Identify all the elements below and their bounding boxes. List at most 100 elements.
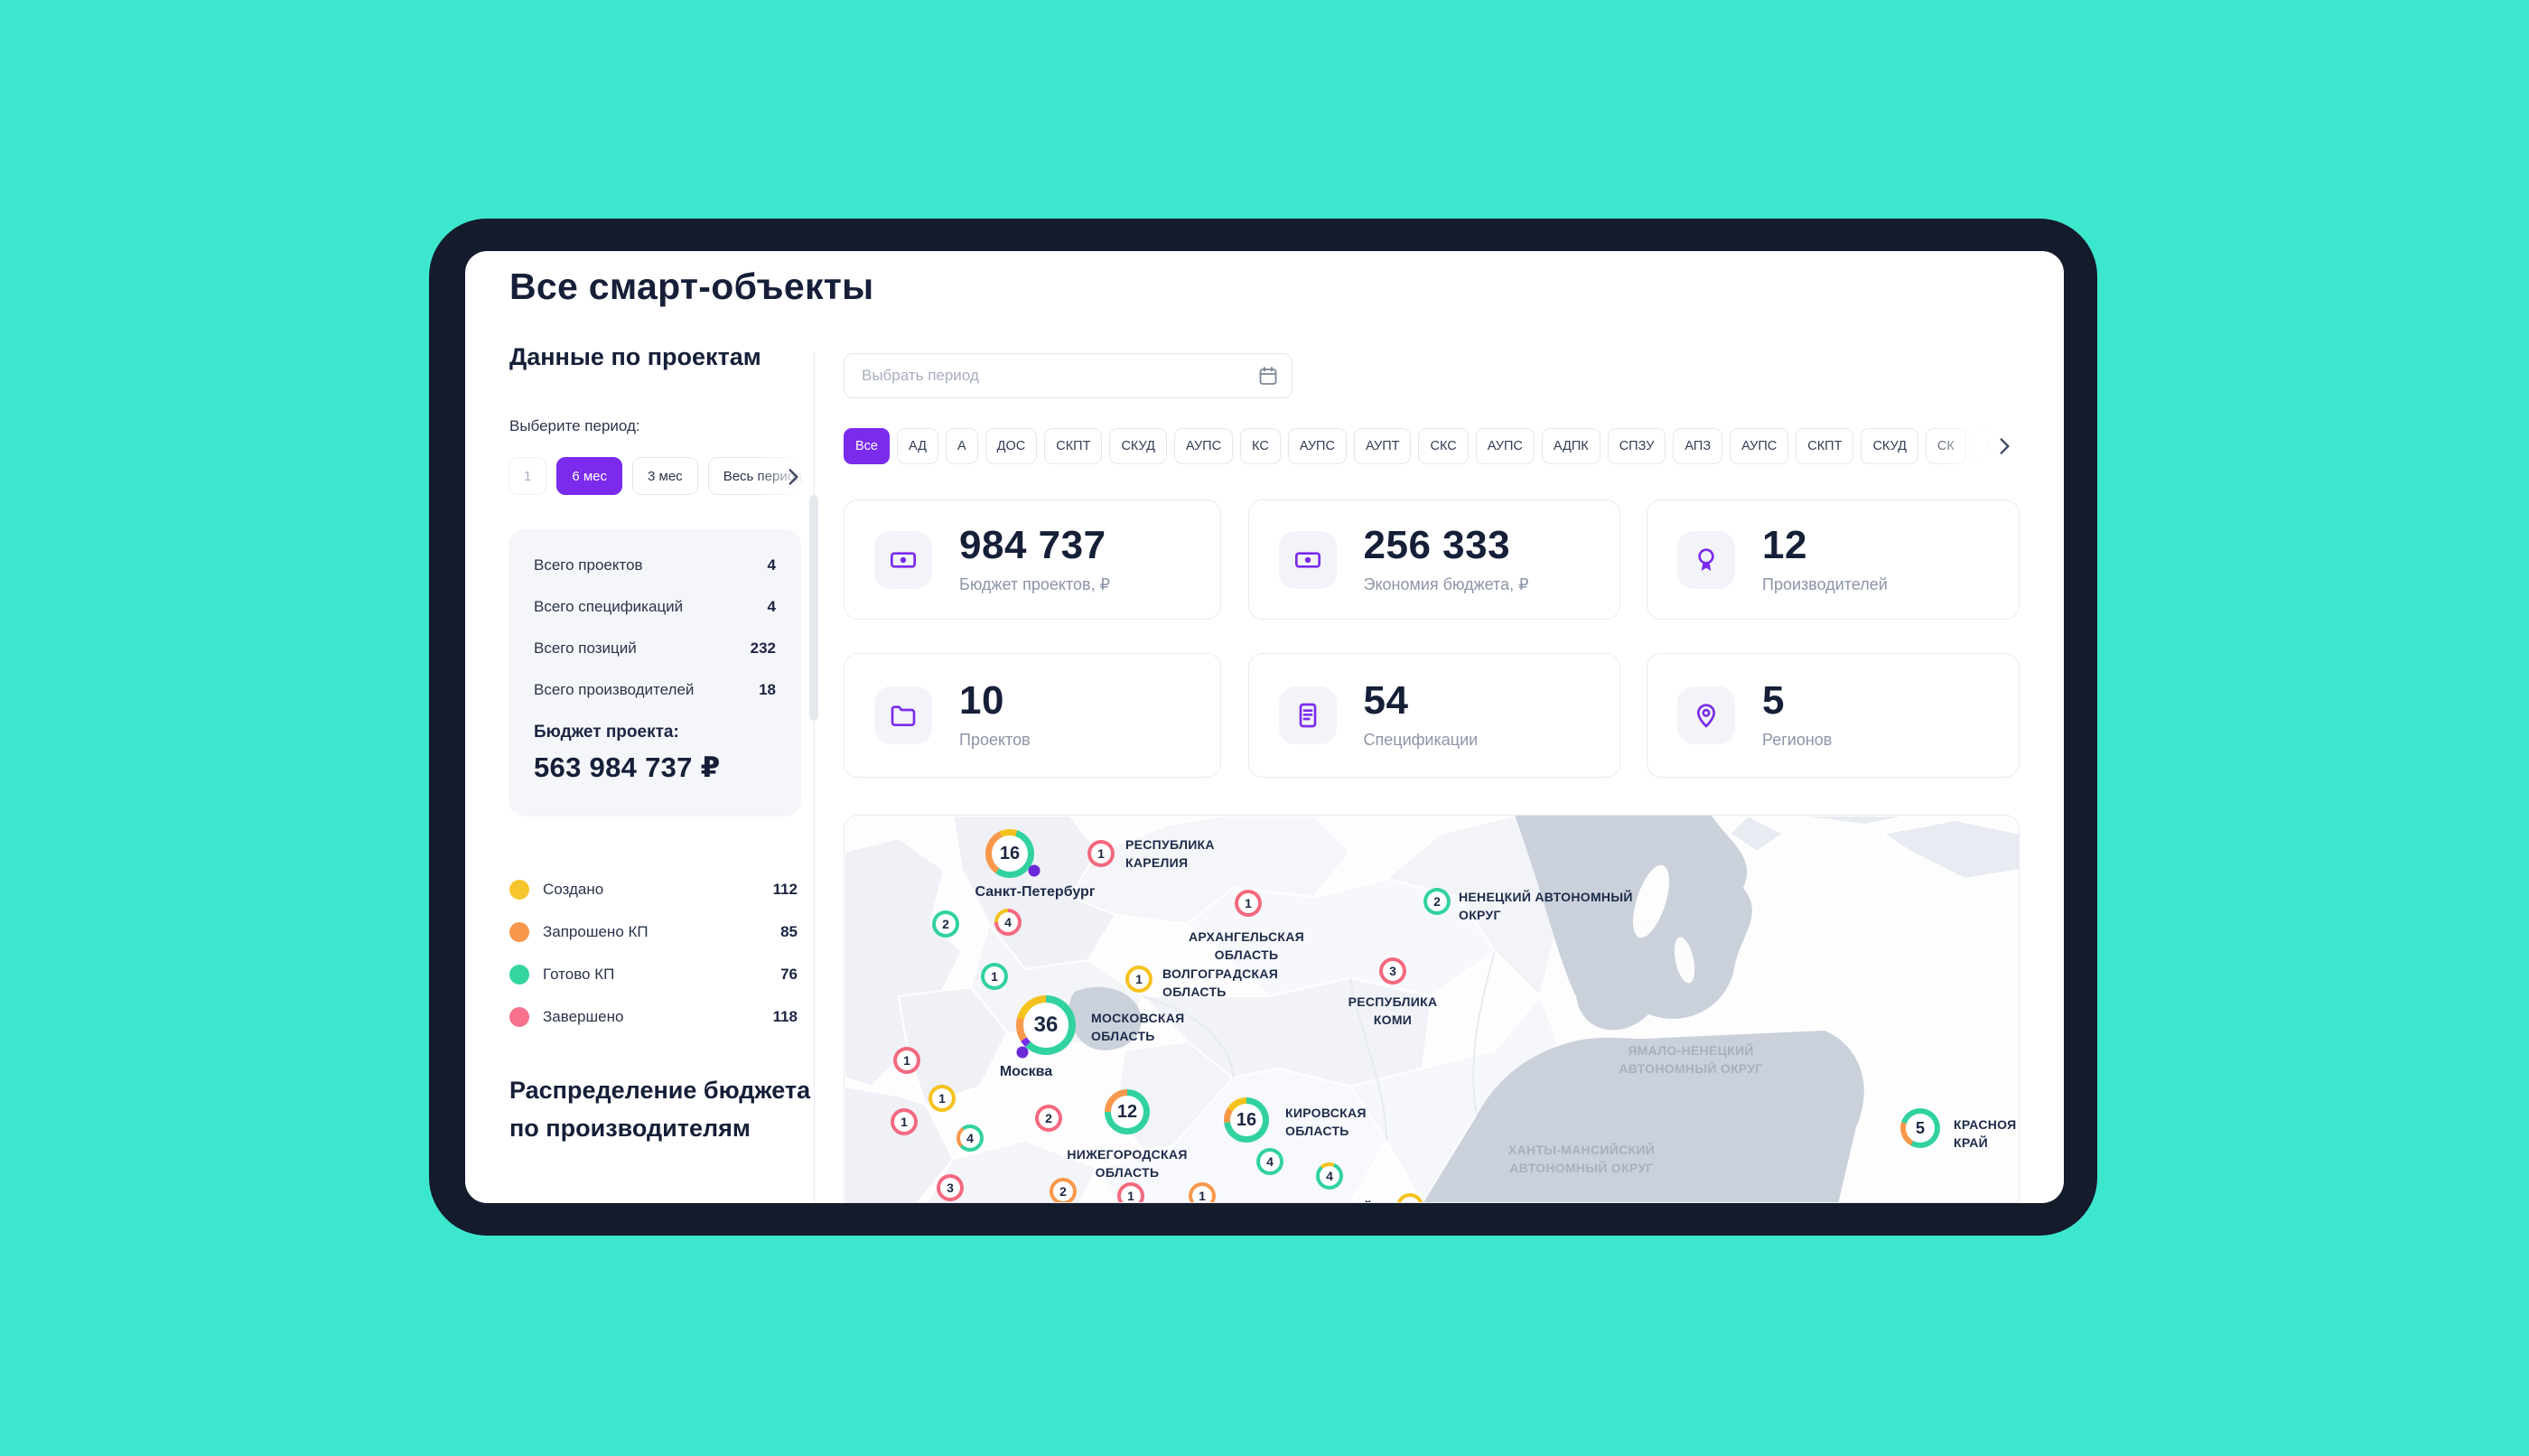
map-badge[interactable]: 36 <box>1016 995 1076 1055</box>
project-stats-list: Всего проектов 4 Всего спецификаций 4 Вс… <box>534 556 776 699</box>
stat-value: 4 <box>767 598 776 615</box>
card-label: Бюджет проектов, ₽ <box>959 574 1111 593</box>
filter-chip[interactable]: КС <box>1240 428 1281 464</box>
map-badge[interactable]: 1 <box>1117 1182 1144 1202</box>
period-button[interactable]: 6 мес <box>556 457 623 495</box>
map-badge[interactable]: 1 <box>893 1047 920 1074</box>
filter-chip[interactable]: АПЗ <box>1673 428 1723 464</box>
map-badge[interactable]: 4 <box>994 909 1022 936</box>
filter-chip[interactable]: АУПТ <box>1353 428 1412 464</box>
map-region-label: Москва <box>999 1064 1053 1079</box>
map-marker-dot <box>1016 1046 1029 1059</box>
map-marker-dot <box>1028 864 1041 877</box>
filter-chip[interactable]: Все <box>844 428 890 464</box>
map-badge[interactable]: 4 <box>957 1125 984 1152</box>
filter-chip[interactable]: АДПК <box>1541 428 1600 464</box>
filter-chip[interactable]: СКПТ <box>1044 428 1103 464</box>
period-button[interactable]: 1 <box>509 457 547 495</box>
filter-chip[interactable]: СКС <box>1418 428 1469 464</box>
award-icon <box>1698 547 1714 571</box>
filter-chip[interactable]: СКПТ <box>1796 428 1854 464</box>
budget-label: Бюджет проекта: <box>534 723 679 742</box>
legend-label: Завершено <box>543 1007 624 1025</box>
map-badge[interactable]: 16 <box>1224 1097 1269 1143</box>
filter-chip[interactable]: АД <box>897 428 938 464</box>
card-icon <box>874 686 932 744</box>
stat-card: 984 737 Бюджет проектов, ₽ <box>844 499 1221 620</box>
chips-next-button[interactable] <box>1992 434 2016 458</box>
legend-label: Готово КП <box>543 965 615 983</box>
card-icon <box>1677 530 1735 589</box>
map-badge[interactable]: 3 <box>937 1174 964 1201</box>
section-heading: Распределение бюджета по производителям <box>509 1077 811 1142</box>
legend-value: 112 <box>772 880 798 898</box>
filter-chip[interactable]: А <box>945 428 978 464</box>
map-badge[interactable]: 2 <box>1423 888 1451 915</box>
filter-chip[interactable]: АУПС <box>1173 428 1234 464</box>
map-badge[interactable]: 2 <box>1050 1178 1077 1202</box>
chevron-right-icon <box>2000 438 2010 454</box>
sidebar-heading: Данные по проектам <box>509 343 761 370</box>
stat-row: Всего производителей 18 <box>534 681 776 699</box>
card-icon <box>1278 530 1337 589</box>
category-filter-row: Все АД А ДОС СКПТ СКУД АУПС КС АУПС АУПТ СКС АУПС АД… <box>844 428 2020 464</box>
filter-chip[interactable]: СПЗУ <box>1607 428 1666 464</box>
card-body: 10 Проектов <box>959 681 1031 750</box>
card-body: 12 Производителей <box>1762 525 1888 594</box>
map-badge[interactable]: 3 <box>1379 957 1406 985</box>
card-icon <box>1677 686 1735 744</box>
legend-label: Запрошено КП <box>543 922 649 940</box>
map-badge[interactable]: 1 <box>1235 890 1262 917</box>
stat-row: Всего проектов 4 <box>534 556 776 574</box>
stat-value: 18 <box>759 681 776 698</box>
filter-chip[interactable]: СКУД <box>1109 428 1167 464</box>
map-badge[interactable]: 1 <box>1125 966 1153 993</box>
map-badge[interactable]: 4 <box>1256 1148 1283 1175</box>
map-badge[interactable]: 2 <box>932 910 959 938</box>
map-badge[interactable]: 12 <box>1105 1089 1150 1134</box>
map-badge[interactable]: 2 <box>1035 1105 1062 1132</box>
card-value: 10 <box>959 678 1004 723</box>
map-badge[interactable]: 16 <box>985 829 1034 878</box>
map-region-label: ПЕРМСКИЙ <box>1299 1199 1372 1202</box>
card-value: 5 <box>1762 678 1785 723</box>
map-region-label: РЕСПУБЛИКА КОМИ <box>1348 994 1438 1027</box>
period-button[interactable]: 3 мес <box>632 457 698 495</box>
card-body: 5 Регионов <box>1762 681 1832 750</box>
calendar-icon[interactable] <box>1257 365 1279 387</box>
filter-chip[interactable]: АУПС <box>1730 428 1789 464</box>
map-badge[interactable] <box>1396 1193 1423 1202</box>
map-badge[interactable]: 1 <box>929 1085 956 1112</box>
map-region-label: Санкт-Петербург <box>975 884 1096 900</box>
map-region-label: КИРОВСКАЯ ОБЛАСТЬ <box>1285 1106 1367 1138</box>
legend-dot-icon <box>509 1006 529 1027</box>
scrollbar-thumb[interactable] <box>809 495 818 721</box>
map-badge[interactable]: 4 <box>1316 1162 1343 1190</box>
map-badge[interactable]: 1 <box>1087 840 1115 867</box>
page-title: Все смарт-объекты <box>509 266 874 307</box>
map-card: 16 1 2 1 2 4 1 1 3 36 1 1 1 4 3 2 12 2 1 1 16 4 4 5 РЕСПУБЛИКА КА… <box>844 815 2020 1203</box>
map-badge[interactable]: 1 <box>1189 1182 1216 1202</box>
card-body: 984 737 Бюджет проектов, ₽ <box>959 525 1111 594</box>
filter-chip[interactable]: СКУД <box>1861 428 1918 464</box>
map-badge[interactable]: 1 <box>891 1108 918 1135</box>
sidebar-divider <box>814 352 815 1203</box>
map-badge[interactable]: 5 <box>1900 1108 1940 1148</box>
budget-value: 563 984 737 ₽ <box>534 751 721 783</box>
map-badge[interactable]: 1 <box>981 963 1008 990</box>
filter-chip[interactable]: АУПС <box>1287 428 1347 464</box>
stat-card: 12 Производителей <box>1647 499 2020 620</box>
legend-row: Создано 112 <box>509 868 814 910</box>
period-select-label: Выберите период: <box>509 417 640 434</box>
map-region-label: ЯМАЛО-НЕНЕЦКИЙ АВТОНОМНЫЙ ОКРУГ <box>1619 1043 1763 1076</box>
filter-chip[interactable]: АУПС <box>1475 428 1535 464</box>
filter-chip[interactable]: ДОС <box>985 428 1038 464</box>
filter-chip[interactable]: СК <box>1925 428 1966 464</box>
stat-label: Всего производителей <box>534 681 695 698</box>
period-input[interactable] <box>860 366 1257 386</box>
folder-icon <box>891 705 916 726</box>
period-next-button[interactable] <box>781 465 805 489</box>
map-region-label: СВЕРДЛОВСКАЯ <box>1428 1199 1537 1202</box>
stat-label: Всего позиций <box>534 639 637 657</box>
